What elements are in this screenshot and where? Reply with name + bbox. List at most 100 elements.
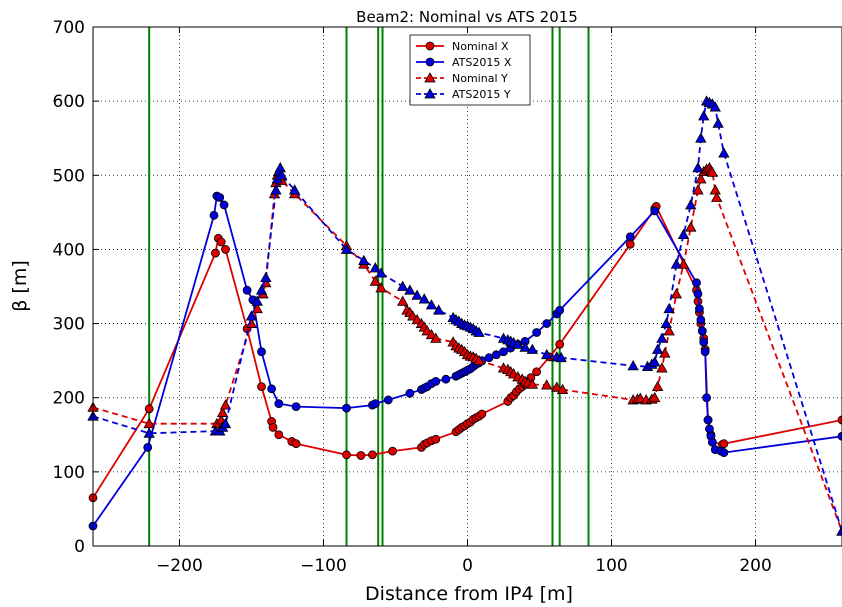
data-point [695, 304, 704, 314]
data-point [219, 417, 232, 429]
data-point [411, 289, 423, 300]
data-point [703, 415, 713, 425]
data-point [477, 409, 487, 419]
data-point [663, 325, 675, 336]
data-point [625, 232, 635, 242]
data-point [695, 132, 707, 143]
data-point [532, 328, 542, 337]
legend-item: ATS2015 X [416, 56, 512, 69]
data-point [245, 310, 258, 321]
vertical-markers [148, 27, 590, 546]
data-point [484, 353, 494, 363]
data-point [268, 422, 278, 432]
data-point [257, 347, 266, 357]
data-point [718, 147, 730, 158]
data-point [712, 117, 724, 128]
legend-marker [425, 57, 435, 67]
data-point [242, 285, 252, 295]
data-point [541, 379, 553, 390]
data-point [369, 262, 381, 273]
data-point [512, 338, 524, 349]
x-tick-label: 100 [595, 556, 627, 576]
data-point [526, 378, 538, 389]
data-point [670, 258, 683, 269]
data-point [677, 228, 690, 240]
legend-marker [424, 72, 436, 83]
data-point [219, 399, 232, 410]
data-point [555, 339, 565, 349]
data-point [651, 343, 664, 354]
data-point [649, 356, 661, 367]
data-point [251, 302, 263, 314]
y-tick-label: 300 [53, 315, 85, 335]
x-tick-label: −100 [300, 556, 347, 576]
data-point [270, 184, 282, 195]
data-point [692, 184, 704, 195]
legend-item: Nominal Y [416, 72, 508, 85]
data-point [692, 278, 701, 288]
legend-label: ATS2015 X [452, 56, 512, 69]
data-point [696, 315, 706, 325]
data-point [542, 319, 552, 328]
series-ats2015-x [88, 191, 842, 531]
data-point [702, 393, 712, 403]
data-point [255, 284, 268, 295]
data-point [405, 388, 415, 398]
data-point [143, 442, 153, 452]
data-point [260, 271, 272, 283]
data-point [649, 391, 661, 403]
data-point [431, 434, 441, 444]
data-point [358, 254, 370, 265]
data-point [705, 424, 714, 434]
data-point [499, 347, 508, 357]
data-point [369, 275, 381, 286]
data-point [719, 439, 729, 449]
legend-marker [424, 88, 436, 99]
data-point [425, 299, 438, 310]
data-point [836, 525, 842, 536]
data-point [370, 399, 380, 409]
data-point [274, 162, 286, 173]
data-point [388, 446, 398, 456]
data-point [441, 374, 451, 384]
data-point [837, 415, 842, 425]
data-point [397, 280, 409, 291]
legend-item: Nominal X [416, 40, 509, 53]
data-point [656, 362, 668, 373]
data-point [698, 110, 710, 121]
data-point [707, 437, 717, 447]
data-point [291, 439, 301, 449]
data-point [709, 184, 721, 195]
data-point [433, 304, 445, 315]
data-point [291, 402, 301, 412]
y-tick-label: 400 [53, 240, 85, 260]
data-point [551, 381, 563, 392]
data-point [274, 430, 284, 440]
data-point [526, 343, 538, 354]
legend-label: Nominal Y [452, 72, 508, 85]
data-point [656, 332, 668, 343]
data-point [719, 448, 729, 457]
series-ats2015-y [87, 95, 842, 536]
y-axis-label: β [m] [9, 260, 31, 312]
data-point [276, 169, 288, 180]
data-point [221, 245, 230, 254]
legend: Nominal X ATS2015 X Nominal Y ATS2015 Y [409, 34, 531, 106]
tick-layer: −200 −100 0 100 200 0 100 200 300 400 500 600 700 [53, 18, 772, 576]
data-point [342, 450, 351, 460]
data-point [340, 243, 353, 254]
chart-title: Beam2: Nominal vs ATS 2015 [356, 8, 578, 26]
data-point [274, 399, 284, 409]
data-point [215, 193, 225, 202]
data-point [555, 305, 565, 315]
y-tick-label: 100 [53, 463, 85, 483]
data-point [219, 200, 229, 210]
data-point [685, 199, 697, 210]
data-point [711, 191, 723, 202]
grid-layer [93, 27, 842, 546]
data-point [685, 221, 697, 232]
y-tick-label: 700 [53, 18, 85, 38]
data-point [706, 166, 719, 177]
data-point [837, 431, 842, 441]
data-point [650, 206, 660, 216]
